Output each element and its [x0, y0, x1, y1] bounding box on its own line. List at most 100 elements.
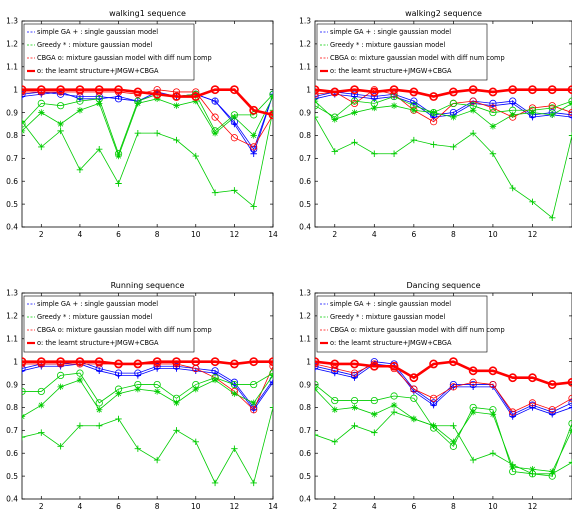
series-point-6 [410, 136, 418, 144]
chart-title: walking1 sequence [109, 9, 186, 18]
series-point-7 [94, 357, 104, 367]
y-tick-label: 0.7 [6, 426, 18, 435]
series-line-6 [315, 116, 572, 219]
y-tick-label: 0.4 [6, 223, 18, 232]
y-tick-label: 0.4 [6, 495, 18, 504]
series-point-6 [529, 470, 536, 478]
series-point-5 [96, 406, 103, 413]
series-point-5 [315, 385, 319, 393]
y-tick-label: 0.7 [299, 426, 311, 435]
series-point-5 [173, 102, 180, 109]
series-point-7 [350, 85, 359, 95]
y-tick-label: 0.7 [6, 154, 18, 163]
series-point-6 [269, 404, 273, 411]
series-point-6 [351, 422, 358, 429]
series-point-3 [172, 88, 181, 96]
series-point-7 [409, 87, 419, 97]
series-point-4 [410, 394, 418, 402]
series-line-6 [22, 407, 273, 485]
legend-entry: simple GA + : single gaussian model [37, 28, 158, 36]
series-group [22, 357, 273, 487]
y-tick-label: 0.9 [299, 108, 311, 117]
legend: simple GA + : single gaussian model Greed… [23, 23, 212, 81]
series-point-2 [469, 380, 477, 389]
series-point-7 [114, 359, 123, 369]
series-point-4 [76, 369, 84, 377]
legend-entry: o: the learnt structure+JMGW+CBGA [37, 339, 159, 347]
series-point-6 [549, 470, 556, 478]
series-point-6 [192, 152, 199, 160]
series-point-7 [229, 359, 239, 369]
y-tick-label: 1.2 [6, 40, 18, 49]
x-tick-label: 2 [332, 502, 337, 509]
series-point-4 [315, 380, 319, 389]
x-tick-label: 6 [116, 502, 121, 509]
series-point-7 [36, 357, 46, 367]
series-point-5 [469, 107, 477, 114]
series-point-5 [390, 401, 398, 409]
series-point-7 [36, 85, 46, 95]
series-point-5 [315, 97, 319, 105]
series-point-4 [350, 97, 359, 105]
series-point-7 [268, 357, 273, 367]
series-point-4 [489, 108, 497, 117]
series-point-7 [152, 357, 162, 367]
series-point-7 [567, 85, 572, 95]
series-point-2 [114, 369, 123, 377]
series-point-5 [469, 408, 477, 416]
y-tick-label: 1.3 [6, 289, 18, 298]
series-point-2 [134, 369, 142, 377]
series-point-6 [76, 422, 84, 429]
series-point-3 [250, 143, 258, 151]
series-point-7 [315, 357, 320, 367]
series-point-4 [331, 396, 339, 405]
series-point-3 [211, 113, 219, 121]
series-point-7 [330, 359, 340, 369]
series-point-7 [330, 87, 340, 97]
x-tick-label: 2 [39, 230, 44, 239]
series-point-2 [250, 145, 258, 153]
series-point-6 [469, 456, 477, 464]
series-point-6 [76, 166, 84, 173]
series-line-5 [315, 388, 572, 472]
series-point-5 [489, 411, 497, 418]
series-point-4 [315, 102, 319, 110]
legend-box [316, 295, 488, 353]
x-tick-label: 2 [332, 230, 337, 239]
legend-entry: Greedy * : mixture gaussian model [37, 41, 152, 49]
series-point-6 [134, 129, 142, 137]
series-point-4 [250, 380, 258, 389]
series-point-6 [351, 139, 358, 146]
series-point-6 [250, 479, 257, 487]
series-point-7 [528, 373, 537, 383]
series-point-7 [315, 85, 320, 95]
series-point-7 [133, 87, 143, 97]
series-point-3 [350, 369, 359, 377]
series-point-7 [56, 85, 66, 95]
series-point-3 [410, 385, 418, 393]
series-point-6 [115, 415, 122, 423]
series-point-6 [231, 187, 238, 194]
series-point-3 [390, 90, 398, 98]
series-group [315, 85, 572, 222]
series-point-3 [469, 378, 477, 386]
series-point-4 [449, 99, 457, 108]
series-point-6 [390, 408, 398, 416]
series-point-7 [94, 85, 104, 95]
y-tick-label: 1.1 [299, 62, 311, 71]
chart-panel-2: walking2 sequence 0.4 0.5 0.6 0.7 0.8 0.9 1 1.1 1… [299, 9, 572, 239]
series-point-6 [173, 136, 180, 144]
series-point-5 [96, 100, 103, 107]
series-point-5 [134, 385, 142, 393]
series-point-6 [57, 127, 64, 135]
legend-entry: o: the learnt structure+JMGW+CBGA [37, 67, 159, 75]
series-point-7 [369, 361, 379, 371]
chart-title: Dancing sequence [407, 281, 481, 290]
series-point-5 [76, 376, 84, 384]
series-point-6 [509, 461, 516, 468]
series-point-1 [568, 404, 572, 411]
y-tick-label: 0.5 [299, 472, 311, 481]
legend-entry: o: the learnt structure+JMGW+CBGA [330, 339, 452, 347]
series-point-3 [469, 97, 477, 105]
